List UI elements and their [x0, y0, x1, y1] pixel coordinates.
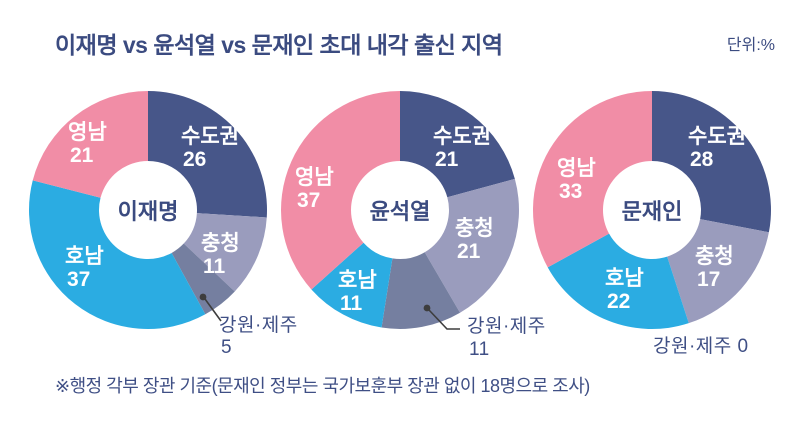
donut-slice-강원·제주	[171, 243, 235, 315]
donut-slice-영남	[32, 91, 148, 198]
slice-label-value-수도권: 28	[690, 148, 714, 171]
donut-slice-영남	[532, 91, 652, 268]
donut-center-label-윤석열: 윤석열	[370, 199, 431, 224]
slice-label-value-호남: 37	[67, 268, 90, 291]
donut-slice-충청	[424, 178, 519, 313]
slice-label-value-충청: 17	[697, 268, 720, 291]
slice-label-value-호남: 11	[340, 292, 363, 315]
donut-slice-충청	[183, 213, 267, 292]
slice-label-name-호남: 호남	[65, 245, 104, 268]
slice-label-value-영남: 37	[297, 189, 320, 212]
callout-label-강원·제주: 강원·제주	[467, 315, 546, 337]
donut-slice-수도권	[652, 91, 771, 233]
donut-slice-영남	[281, 91, 400, 290]
slice-label-name-영남: 영남	[68, 121, 107, 144]
donut-slice-강원·제주	[381, 252, 461, 329]
donut-center-label-문재인: 문재인	[622, 199, 683, 224]
unit-label: 단위:%	[726, 37, 775, 54]
slice-label-name-호남: 호남	[605, 267, 644, 290]
callout-dot-icon	[199, 293, 207, 301]
callout-label-강원·제주: 강원·제주 0	[653, 335, 749, 357]
callout-line	[428, 309, 460, 330]
callout-value-강원·제주: 11	[469, 339, 490, 360]
donut-center-label-이재명: 이재명	[118, 199, 179, 224]
donut-slice-호남	[311, 242, 393, 328]
slice-label-name-영남: 영남	[295, 166, 334, 189]
donut-slice-호남	[547, 233, 689, 330]
slice-label-name-충청: 충청	[695, 245, 734, 268]
callout-value-강원·제주: 5	[221, 337, 232, 358]
donut-slice-수도권	[148, 91, 268, 218]
page-title: 이재명 vs 윤석열 vs 문재인 초대 내각 출신 지역	[55, 32, 503, 58]
slice-label-name-수도권: 수도권	[688, 125, 746, 148]
slice-label-value-호남: 22	[607, 290, 630, 313]
donut-slice-호남	[29, 180, 206, 329]
footnote: ※행정 각부 장관 기준(문재인 정부는 국가보훈부 장관 없이 18명으로 조…	[55, 376, 590, 396]
slice-label-value-수도권: 26	[183, 148, 206, 171]
slice-label-name-수도권: 수도권	[433, 125, 491, 148]
slice-label-name-수도권: 수도권	[181, 125, 239, 148]
slice-label-value-영남: 21	[70, 144, 94, 167]
donut-slice-충청	[667, 219, 769, 324]
slice-label-value-영남: 33	[559, 180, 582, 203]
slice-label-name-영남: 영남	[557, 157, 596, 180]
slice-label-name-충청: 충청	[455, 217, 494, 240]
slice-label-name-충청: 충청	[201, 232, 240, 255]
slice-label-value-수도권: 21	[435, 148, 459, 171]
callout-line	[204, 298, 222, 322]
slice-label-value-충청: 11	[203, 255, 226, 278]
donut-slice-수도권	[400, 91, 515, 198]
callout-dot-icon	[423, 304, 431, 312]
callout-label-강원·제주: 강원·제주	[219, 314, 298, 336]
slice-label-name-호남: 호남	[338, 269, 377, 292]
slice-label-value-충청: 21	[457, 240, 481, 263]
